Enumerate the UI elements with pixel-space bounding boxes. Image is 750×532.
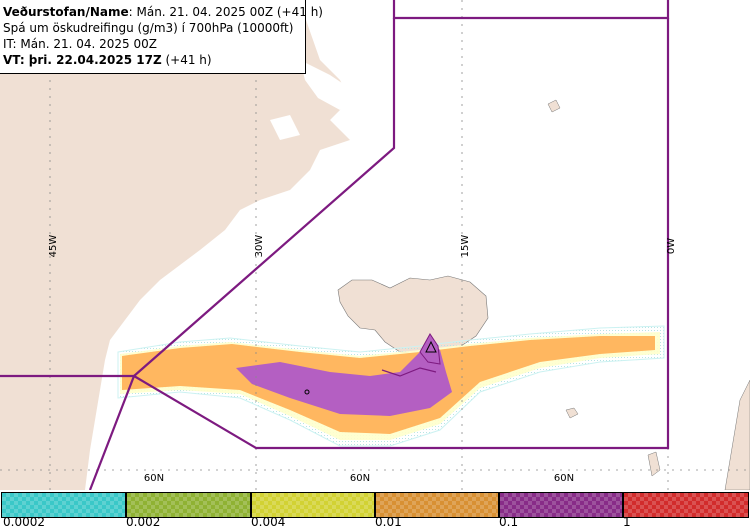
ash-concentration-high — [236, 340, 452, 416]
concentration-legend — [0, 490, 750, 532]
legend-tick-3: 0.01 — [375, 515, 402, 529]
scandinavia-landmass — [724, 379, 750, 490]
fir-boundary — [0, 0, 670, 490]
valid-offset: (+41 h) — [161, 53, 212, 67]
ash-source-region — [419, 333, 441, 365]
lat-label: 60N — [554, 473, 574, 484]
faroe-islands — [565, 407, 579, 419]
agency-name: Veðurstofan/Name — [3, 5, 129, 19]
legend-swatch-1 — [126, 492, 251, 518]
legend-tick-5: 1 — [623, 515, 631, 529]
lat-label: 60N — [350, 473, 370, 484]
islet — [547, 99, 561, 113]
valid-time: VT: þri. 22.04.2025 17Z — [3, 53, 162, 67]
legend-swatch-2 — [251, 492, 375, 518]
legend-swatch-3 — [375, 492, 499, 518]
legend-swatch-0 — [1, 492, 126, 518]
legend-tick-0: 0.0002 — [3, 515, 45, 529]
ash-marker — [304, 389, 310, 395]
legend-swatch-4 — [499, 492, 623, 518]
title-line: Veðurstofan/Name: Mán. 21. 04. 2025 00Z … — [3, 4, 323, 20]
legend-tick-4: 0.1 — [499, 515, 519, 529]
greenland-fjord — [300, 60, 360, 110]
lat-label: 60N — [144, 473, 164, 484]
volcano-icon — [425, 340, 437, 353]
lon-label-15w: 15W — [460, 235, 471, 258]
lon-label-0w: 0W — [666, 238, 677, 254]
iceland-landmass — [337, 275, 489, 357]
issue-time: IT: Mán. 21. 04. 2025 00Z — [3, 37, 157, 51]
legend-swatch-5 — [623, 492, 749, 518]
greenland-fjord — [270, 115, 300, 140]
greenland-landmass — [0, 0, 350, 490]
legend-tick-1: 0.002 — [126, 515, 161, 529]
lon-label-45w: 45W — [48, 235, 59, 258]
legend-tick-2: 0.004 — [251, 515, 286, 529]
forecast-info-box: Veðurstofan/Name: Mán. 21. 04. 2025 00Z … — [0, 0, 323, 74]
ash-contour-line — [381, 367, 437, 377]
forecast-description: Spá um öskudreifingu (g/m3) í 700hPa (10… — [3, 21, 294, 35]
ash-dispersion-map[interactable]: 45W 30W 15W 0W 60N 60N 60N — [0, 0, 750, 490]
lon-label-30w: 30W — [254, 235, 265, 258]
run-time: : Mán. 21. 04. 2025 00Z (+41 h) — [128, 5, 323, 19]
valid-time-line: VT: þri. 22.04.2025 17Z (+41 h) — [3, 52, 305, 68]
